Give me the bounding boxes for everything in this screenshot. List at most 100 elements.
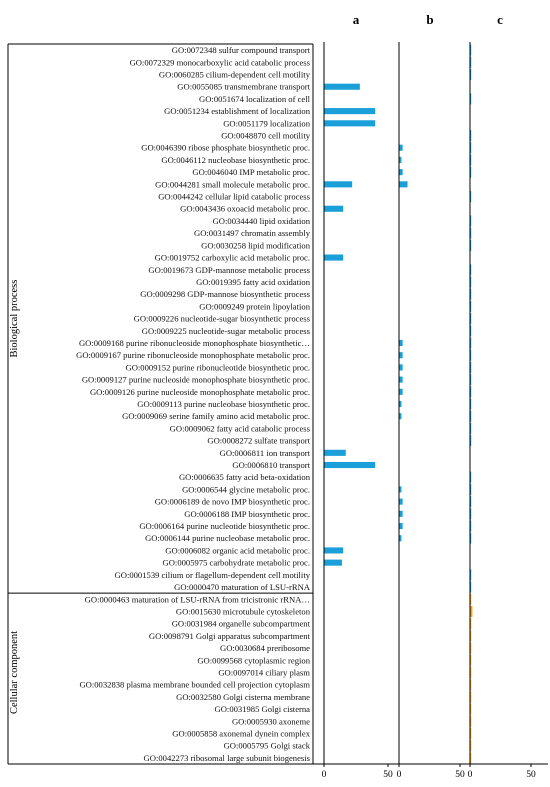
x-tick-label: 50	[455, 770, 465, 780]
category-label: GO:0032580 Golgi cisterna membrane	[176, 692, 310, 702]
bar	[470, 679, 472, 691]
category-label: GO:0097014 ciliary plasm	[218, 667, 310, 677]
bar	[470, 666, 472, 678]
bar	[470, 337, 472, 349]
category-label: GO:0006189 de novo IMP biosynthetic proc…	[155, 497, 310, 507]
bar	[470, 191, 472, 203]
bar	[324, 205, 344, 212]
chart-frame	[7, 43, 548, 765]
category-label: GO:0009298 GDP-mannose biosynthetic proc…	[140, 289, 310, 299]
category-label: GO:0009168 purine ribonucleoside monopho…	[79, 338, 310, 348]
category-label: GO:0046390 ribose phosphate biosynthetic…	[141, 143, 310, 153]
category-label: GO:0031984 organelle subcompartment	[172, 619, 311, 629]
bars	[324, 44, 473, 764]
bar	[399, 181, 408, 188]
bar	[470, 56, 472, 68]
bar	[470, 215, 472, 227]
category-label: GO:0005930 axoneme	[232, 716, 310, 726]
group-labels: Biological process Cellular component	[9, 280, 20, 714]
bar	[399, 352, 403, 359]
category-label: GO:0015630 microtubule cytoskeleton	[176, 606, 311, 616]
category-label: GO:0009062 fatty acid catabolic process	[170, 423, 311, 433]
x-tick-label: 0	[468, 770, 473, 780]
bar	[324, 108, 376, 115]
category-label: GO:0098791 Golgi apparatus subcompartmen…	[149, 631, 311, 641]
bar	[399, 388, 403, 395]
bar	[470, 740, 472, 752]
category-label: GO:0008272 sulfate transport	[207, 436, 310, 446]
bar	[470, 300, 472, 312]
bar	[470, 44, 472, 56]
bar	[470, 581, 472, 593]
bar	[470, 166, 472, 178]
bar	[470, 276, 472, 288]
group-label: Biological process	[9, 280, 20, 358]
bar	[470, 325, 472, 337]
bar	[324, 547, 344, 554]
bar	[470, 93, 472, 105]
bar	[470, 130, 472, 142]
category-label: GO:0006635 fatty acid beta-oxidation	[179, 472, 311, 482]
panel-label: b	[426, 12, 433, 27]
category-label: GO:0044242 cellular lipid catabolic proc…	[158, 192, 310, 202]
category-label: GO:0009126 purine nucleoside monophospha…	[90, 387, 310, 397]
bar	[470, 496, 472, 508]
category-label: GO:0005795 Golgi stack	[224, 741, 311, 751]
category-label: GO:0009226 nucleotide-sugar biosynthetic…	[134, 314, 311, 324]
category-label: GO:0006082 organic acid metabolic proc.	[165, 545, 310, 555]
bar	[470, 691, 472, 703]
bar	[399, 510, 403, 517]
bar	[470, 520, 472, 532]
bar	[399, 535, 402, 542]
bar	[324, 461, 376, 469]
bar	[470, 630, 472, 642]
bar	[399, 339, 403, 347]
category-label: GO:0030684 preribosome	[220, 643, 310, 653]
category-label: GO:0034440 lipid oxidation	[213, 216, 311, 226]
bar	[470, 435, 472, 447]
bar	[324, 449, 346, 456]
bar	[470, 569, 472, 581]
bar	[470, 374, 472, 386]
bar	[470, 703, 472, 715]
bar	[399, 156, 402, 163]
category-label: GO:0060285 cilium-dependent cell motilit…	[159, 70, 311, 80]
bar	[470, 386, 472, 398]
bar	[470, 508, 472, 520]
category-label: GO:0005858 axonemal dynein complex	[172, 728, 310, 738]
category-label: GO:0046040 IMP metabolic proc.	[192, 167, 310, 177]
bar	[470, 264, 472, 276]
bar	[470, 471, 472, 483]
bar	[324, 559, 342, 566]
category-label: GO:0006144 purine nucleobase metabolic p…	[145, 533, 310, 543]
category-labels: GO:0072348 sulfur compound transport GO:0…	[76, 45, 311, 763]
category-label: GO:0006164 purine nucleotide biosyntheti…	[139, 521, 310, 531]
bar	[324, 254, 344, 261]
bar	[399, 486, 402, 493]
category-label: GO:0099568 cytoplasmic region	[197, 655, 310, 665]
category-label: GO:0043436 oxoacid metabolic proc.	[180, 204, 310, 214]
panel-headers: a b c	[353, 12, 503, 27]
bar	[470, 349, 472, 361]
category-label: GO:0006188 IMP biosynthetic proc.	[184, 509, 310, 519]
bar	[399, 498, 403, 505]
bar	[470, 728, 472, 739]
bar	[470, 654, 472, 666]
bar	[470, 422, 472, 434]
category-label: GO:0044281 small molecule metabolic proc…	[155, 179, 310, 189]
bar	[470, 618, 472, 630]
category-label: GO:0009167 purine ribonucleoside monopho…	[76, 350, 310, 360]
category-label: GO:0009069 serine family amino acid meta…	[122, 411, 310, 421]
category-label: GO:0031985 Golgi cisterna	[215, 704, 311, 714]
category-label: GO:0031497 chromatin assembly	[194, 228, 311, 238]
bar	[470, 532, 472, 544]
category-label: GO:0032838 plasma membrane bounded cell …	[79, 680, 310, 690]
bar	[399, 169, 403, 176]
bar	[470, 398, 472, 410]
bar	[470, 752, 472, 764]
group-label: Cellular component	[9, 631, 20, 714]
category-label: GO:0051674 localization of cell	[199, 94, 311, 104]
x-tick-label: 50	[383, 770, 393, 780]
category-label: GO:0019752 carboxylic acid metabolic pro…	[155, 253, 310, 263]
